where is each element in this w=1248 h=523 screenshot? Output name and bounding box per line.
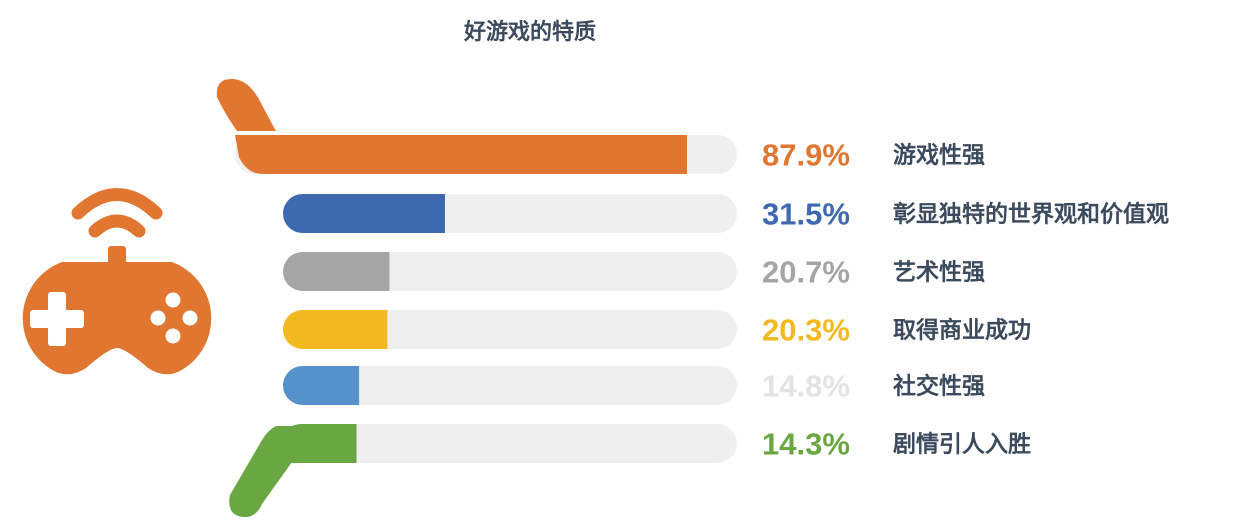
- bar-fill: [283, 366, 360, 405]
- value-label: 14.3%: [762, 427, 850, 462]
- wifi-arc-inner: [88, 214, 146, 238]
- action-button-top: [165, 292, 181, 308]
- bar-fill: [283, 424, 357, 463]
- bar-track: [283, 366, 737, 405]
- category-label: 剧情引人入胜: [893, 432, 1031, 458]
- wifi-arc-outer: [71, 188, 163, 220]
- value-label: 20.7%: [762, 255, 850, 290]
- hook-bottom-decoration: [229, 426, 292, 518]
- gamepad-body: [22, 262, 212, 375]
- value-label: 31.5%: [762, 197, 850, 232]
- value-label: 14.8%: [762, 369, 850, 404]
- bar-track: [283, 252, 737, 291]
- category-label: 游戏性强: [893, 142, 985, 169]
- bar-fill: [235, 135, 687, 174]
- dpad-vertical: [48, 292, 66, 346]
- category-label: 社交性强: [893, 373, 985, 400]
- bar-track: [283, 424, 737, 463]
- bar-track: [283, 310, 737, 349]
- category-label: 彰显独特的世界观和价值观: [893, 201, 1169, 228]
- value-label: 87.9%: [762, 138, 850, 173]
- chart-title: 好游戏的特质: [463, 20, 596, 45]
- action-button-bottom: [165, 328, 181, 344]
- value-label: 20.3%: [762, 313, 850, 348]
- bar-fill: [283, 194, 445, 233]
- category-label: 取得商业成功: [893, 317, 1031, 344]
- action-button-right: [182, 310, 198, 326]
- bar-fill: [283, 252, 390, 291]
- action-button-left: [150, 310, 166, 326]
- hook-top-decoration: [216, 78, 276, 131]
- gamepad-icon: [22, 188, 212, 375]
- category-label: 艺术性强: [893, 260, 985, 286]
- bar-fill: [283, 310, 388, 349]
